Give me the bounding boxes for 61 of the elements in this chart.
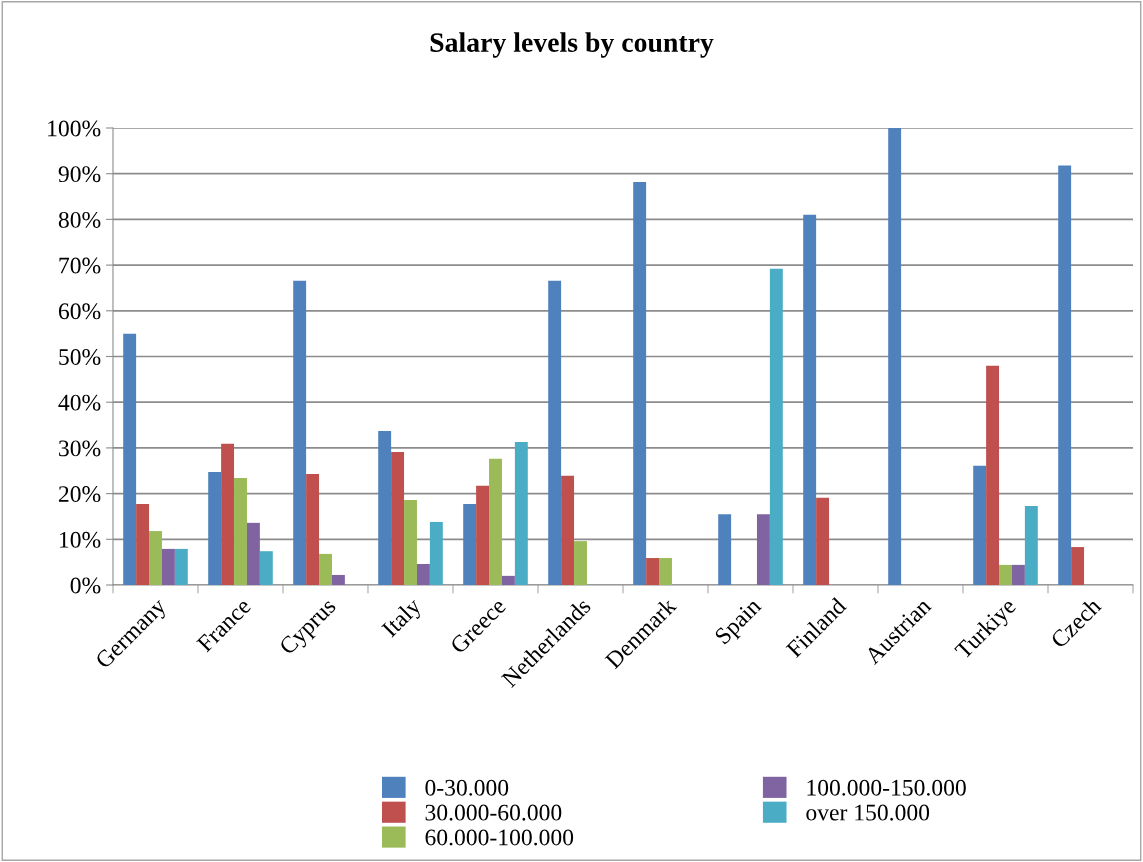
- bar: [404, 500, 417, 585]
- bar: [986, 365, 1000, 585]
- legend-label: 100.000-150.000: [807, 779, 966, 796]
- legend-label: over 150.000: [806, 804, 930, 821]
- bar: [234, 478, 247, 585]
- y-tick-label: 20%: [58, 486, 101, 503]
- bar: [416, 563, 430, 585]
- legend-label: 0-30.000: [425, 779, 509, 796]
- bar: [319, 553, 332, 585]
- bar: [161, 548, 175, 585]
- bar: [136, 504, 150, 585]
- y-tick-label: 30%: [59, 440, 101, 457]
- bar: [174, 548, 188, 585]
- y-tick-label: 100%: [48, 120, 101, 137]
- bar: [1011, 564, 1025, 585]
- bar: [1071, 547, 1085, 585]
- y-tick-label: 0%: [70, 577, 101, 594]
- y-tick-label: 40%: [58, 394, 101, 411]
- bar: [501, 575, 515, 585]
- bar: [463, 504, 477, 585]
- x-tick-label: Italy: [380, 596, 426, 642]
- bar: [514, 441, 528, 585]
- bar: [999, 564, 1012, 585]
- bar: [803, 214, 817, 585]
- y-tick-label: 80%: [58, 211, 101, 228]
- bar: [659, 558, 672, 585]
- bar: [574, 541, 587, 585]
- bar: [331, 574, 345, 585]
- bar: [489, 458, 502, 585]
- legend-label: 60.000-100.000: [425, 829, 574, 846]
- bar: [246, 522, 260, 585]
- y-tick-label: 70%: [59, 257, 101, 274]
- chart-title: Salary levels by country: [430, 32, 714, 58]
- bar: [973, 465, 987, 585]
- y-tick-label: 90%: [58, 166, 101, 183]
- y-tick-label: 60%: [58, 303, 101, 320]
- bar: [548, 280, 562, 585]
- bar: [293, 280, 307, 585]
- bar: [718, 514, 732, 585]
- bar: [123, 333, 137, 585]
- bar: [221, 443, 235, 585]
- bar: [888, 128, 902, 585]
- bar: [259, 551, 273, 585]
- bar: [476, 485, 490, 585]
- bar: [306, 473, 320, 585]
- bar: [149, 531, 162, 585]
- bar: [561, 475, 575, 585]
- bar: [633, 181, 647, 585]
- y-tick-label: 10%: [59, 531, 101, 548]
- y-tick-label: 50%: [59, 348, 101, 365]
- legend-label: 30.000-60.000: [425, 804, 562, 821]
- bar: [816, 497, 830, 585]
- bar: [429, 521, 443, 585]
- bar: [1024, 505, 1038, 585]
- bar: [208, 472, 222, 585]
- bar: [646, 558, 660, 585]
- bar: [1058, 165, 1072, 585]
- bar: [756, 514, 770, 585]
- bar: [378, 430, 392, 585]
- bar: [769, 268, 783, 585]
- bar: [391, 452, 405, 585]
